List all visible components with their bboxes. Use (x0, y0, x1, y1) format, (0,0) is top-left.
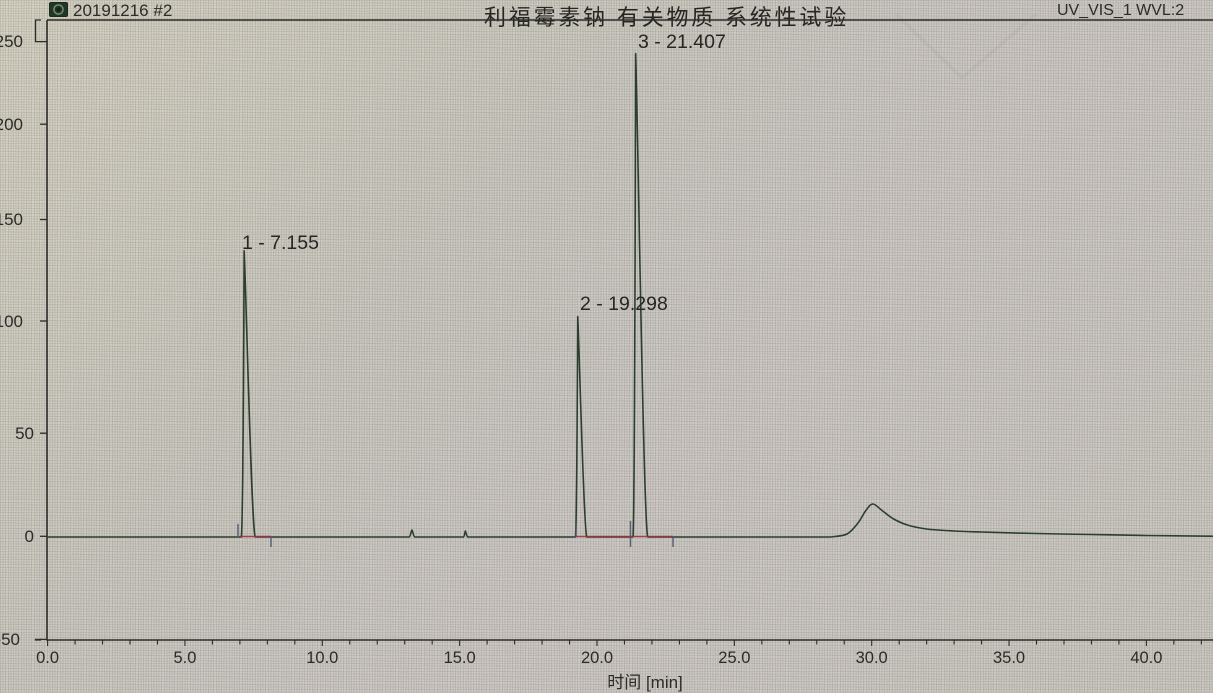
svg-text:时间 [min]: 时间 [min] (607, 673, 683, 692)
svg-text:250: 250 (0, 32, 23, 51)
svg-text:2 - 19.298: 2 - 19.298 (580, 293, 668, 315)
svg-text:3 - 21.407: 3 - 21.407 (638, 31, 726, 53)
svg-text:0.0: 0.0 (36, 649, 59, 667)
svg-text:35.0: 35.0 (993, 649, 1025, 667)
svg-text:0: 0 (25, 527, 34, 546)
svg-text:10.0: 10.0 (306, 649, 338, 667)
svg-text:30.0: 30.0 (856, 649, 888, 667)
svg-text:15.0: 15.0 (444, 649, 476, 667)
svg-text:100: 100 (0, 312, 23, 331)
svg-text:20.0: 20.0 (581, 649, 613, 667)
svg-text:150: 150 (0, 210, 23, 229)
svg-text:1 - 7.155: 1 - 7.155 (242, 232, 319, 254)
svg-text:200: 200 (0, 115, 23, 134)
svg-text:40.0: 40.0 (1130, 649, 1162, 667)
svg-text:25.0: 25.0 (718, 649, 750, 667)
svg-text:50: 50 (15, 424, 34, 443)
svg-text:-50: -50 (0, 630, 20, 649)
svg-text:5.0: 5.0 (173, 649, 196, 667)
